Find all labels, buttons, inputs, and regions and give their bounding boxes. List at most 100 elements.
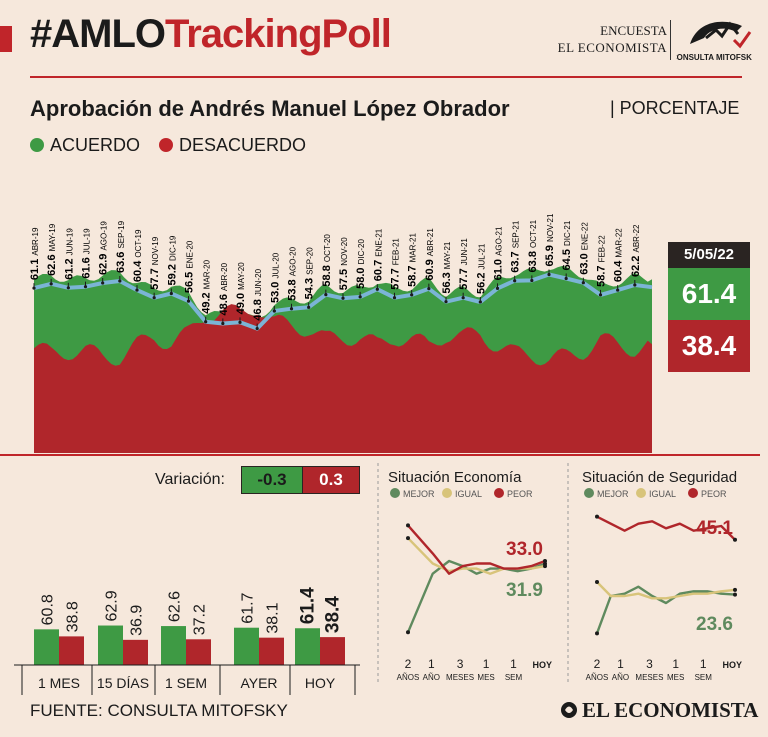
bar-disagree-label: 37.2 bbox=[192, 604, 209, 635]
month-point bbox=[169, 291, 173, 296]
panel-start-point bbox=[595, 514, 599, 519]
month-label: 60.4 OCT-19 bbox=[132, 229, 144, 282]
month-date: ABR-21 bbox=[426, 228, 435, 257]
month-date: MAR-22 bbox=[615, 228, 624, 258]
panel-x-bottom: MES bbox=[477, 673, 494, 682]
month-date: SEP-20 bbox=[306, 247, 315, 275]
variation-disagree: 0.3 bbox=[302, 466, 360, 494]
panel-x-bottom: AÑOS bbox=[586, 673, 609, 682]
bar-agree-label: 61.7 bbox=[240, 592, 257, 623]
month-label: 58.7 MAR-21 bbox=[407, 233, 419, 287]
month-date: OCT-19 bbox=[134, 229, 143, 258]
month-point bbox=[581, 281, 585, 285]
month-date: JUN-21 bbox=[460, 238, 469, 266]
panel-x-bottom: MESES bbox=[635, 673, 663, 682]
month-value: 64.5 bbox=[561, 246, 573, 270]
month-date: SEP-19 bbox=[117, 220, 126, 248]
variation-agree: -0.3 bbox=[241, 466, 303, 494]
panel-igual-value: 23.6 bbox=[696, 614, 733, 635]
month-label: 65.9 NOV-21 bbox=[544, 213, 556, 266]
brand-line2: EL ECONOMISTA bbox=[557, 40, 667, 55]
month-value: 65.9 bbox=[544, 242, 556, 266]
bar-agree-label: 62.9 bbox=[104, 590, 121, 621]
month-date: NOV-20 bbox=[340, 237, 349, 266]
brand-line1: ENCUESTA bbox=[600, 23, 667, 38]
el-economista-icon bbox=[561, 702, 577, 718]
chart-unit: | PORCENTAJE bbox=[610, 98, 740, 118]
month-point bbox=[221, 321, 225, 326]
month-value: 63.6 bbox=[115, 249, 127, 273]
month-point bbox=[307, 305, 311, 309]
month-value: 53.8 bbox=[287, 276, 299, 300]
month-label: 49.0 MAY-20 bbox=[235, 262, 247, 315]
month-point bbox=[495, 286, 500, 290]
month-value: 56.5 bbox=[184, 269, 196, 293]
panel-end-point bbox=[733, 537, 737, 542]
month-point bbox=[410, 293, 414, 297]
panel-end-point bbox=[733, 587, 737, 592]
panel-legend-swatch bbox=[584, 488, 594, 498]
bar-disagree bbox=[320, 637, 345, 665]
month-value: 60.4 bbox=[613, 258, 625, 282]
panel-start-point bbox=[595, 580, 599, 584]
month-point bbox=[530, 278, 534, 283]
month-value: 58.7 bbox=[596, 262, 608, 286]
panel-legend-swatch bbox=[688, 488, 698, 498]
panel-line-igual bbox=[596, 581, 736, 600]
month-label: 62.2 ABR-22 bbox=[630, 224, 642, 277]
month-label: 48.6 ABR-20 bbox=[218, 262, 230, 315]
month-label: 53.0 JUL-20 bbox=[269, 252, 281, 303]
month-date: DIC-19 bbox=[168, 235, 177, 261]
month-label: 57.5 NOV-20 bbox=[338, 237, 350, 290]
month-value: 58.0 bbox=[355, 264, 367, 288]
panel-x-top: 3 bbox=[457, 657, 464, 671]
panel-start-point bbox=[406, 523, 410, 528]
month-label: 53.8 AGO-20 bbox=[287, 246, 299, 300]
panel-title: Situación Economía bbox=[388, 469, 522, 486]
panel-start-point bbox=[406, 536, 410, 541]
panel-line-peor bbox=[407, 524, 546, 575]
month-date: OCT-20 bbox=[323, 234, 332, 263]
el-economista-logo: EL ECONOMISTA bbox=[582, 698, 759, 722]
month-date: MAR-21 bbox=[409, 233, 418, 263]
month-value: 59.2 bbox=[166, 261, 178, 285]
panel-x-bottom: MES bbox=[667, 673, 684, 682]
panel-x-top: 1 bbox=[483, 657, 490, 671]
month-point bbox=[83, 285, 88, 289]
month-point bbox=[341, 296, 345, 300]
latest-disagree: 38.4 bbox=[668, 320, 750, 372]
month-label: 61.0 AGO-21 bbox=[493, 226, 505, 280]
bar-agree-label: 60.8 bbox=[40, 594, 57, 625]
chart-legend: ACUERDO DESACUERDO bbox=[30, 135, 306, 156]
month-date: DIC-21 bbox=[563, 220, 572, 246]
panel-line-igual bbox=[407, 537, 546, 575]
panel-peor-value: 45.1 bbox=[696, 518, 733, 539]
month-date: JUL-20 bbox=[271, 252, 280, 278]
month-label: 63.8 OCT-21 bbox=[527, 219, 539, 272]
month-point bbox=[32, 286, 36, 290]
month-point bbox=[238, 320, 242, 324]
bar-disagree bbox=[186, 639, 211, 665]
month-value: 62.6 bbox=[46, 251, 58, 275]
month-point bbox=[255, 326, 259, 331]
bar-disagree-label: 36.9 bbox=[129, 605, 146, 636]
month-date: MAY-20 bbox=[237, 262, 246, 290]
comparison-bar-chart: 60.8 38.8 1 MES 62.9 36.9 15 DÍAS 62.6 37.2 1 SE… bbox=[14, 587, 360, 695]
month-label: 58.0 DIC-20 bbox=[355, 239, 367, 289]
month-label: 49.2 MAR-20 bbox=[201, 259, 213, 313]
panel-title: Situación de Seguridad bbox=[582, 469, 737, 486]
month-label: 62.6 MAY-19 bbox=[46, 223, 58, 276]
month-value: 58.7 bbox=[407, 262, 419, 286]
month-date: ENE-20 bbox=[186, 240, 195, 269]
month-value: 49.0 bbox=[235, 290, 247, 314]
month-date: NOV-19 bbox=[151, 236, 160, 265]
month-point bbox=[444, 300, 448, 304]
panel-legend-label: PEOR bbox=[507, 489, 533, 499]
panel-x-bottom: MESES bbox=[446, 673, 474, 682]
bar-agree-label: 62.6 bbox=[167, 591, 184, 622]
month-date: MAR-20 bbox=[203, 259, 212, 289]
panel-legend-swatch bbox=[390, 488, 400, 498]
month-label: 64.5 DIC-21 bbox=[561, 220, 573, 270]
month-point bbox=[564, 276, 568, 281]
month-point bbox=[101, 281, 105, 285]
